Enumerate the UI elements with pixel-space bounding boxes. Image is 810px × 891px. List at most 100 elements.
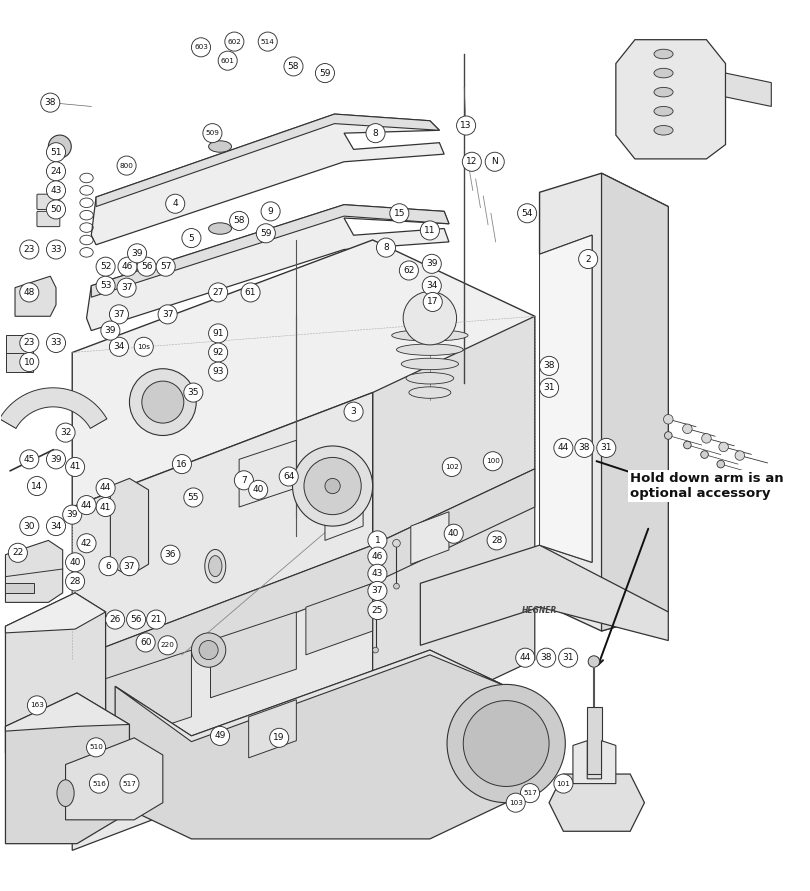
Circle shape xyxy=(717,461,725,468)
Circle shape xyxy=(368,601,387,619)
Text: 509: 509 xyxy=(206,130,220,136)
Circle shape xyxy=(701,434,711,443)
Circle shape xyxy=(261,202,280,221)
Polygon shape xyxy=(6,541,62,602)
Text: 46: 46 xyxy=(122,262,133,271)
Circle shape xyxy=(182,228,201,248)
Circle shape xyxy=(366,124,385,143)
Polygon shape xyxy=(573,740,616,783)
Polygon shape xyxy=(96,114,439,207)
Text: 32: 32 xyxy=(60,428,71,437)
Circle shape xyxy=(683,424,692,434)
Circle shape xyxy=(89,774,109,793)
Text: 54: 54 xyxy=(522,208,533,217)
Circle shape xyxy=(46,240,66,259)
Circle shape xyxy=(19,240,39,259)
Circle shape xyxy=(554,438,573,457)
Polygon shape xyxy=(6,593,105,753)
Text: 38: 38 xyxy=(540,653,552,662)
Text: 33: 33 xyxy=(50,245,62,254)
Polygon shape xyxy=(726,73,771,106)
Circle shape xyxy=(96,257,115,276)
Ellipse shape xyxy=(654,126,673,135)
Text: 44: 44 xyxy=(519,653,531,662)
Circle shape xyxy=(368,531,387,550)
Polygon shape xyxy=(549,774,645,831)
Circle shape xyxy=(393,539,400,547)
Text: 56: 56 xyxy=(141,262,152,271)
Circle shape xyxy=(130,369,196,436)
Text: 38: 38 xyxy=(578,444,590,453)
Text: 91: 91 xyxy=(212,329,224,338)
Text: 800: 800 xyxy=(120,162,134,168)
Polygon shape xyxy=(115,650,506,741)
Text: 39: 39 xyxy=(131,249,143,257)
FancyBboxPatch shape xyxy=(37,211,60,226)
Circle shape xyxy=(258,32,277,51)
Circle shape xyxy=(105,610,125,629)
Text: 23: 23 xyxy=(23,245,35,254)
Text: 31: 31 xyxy=(600,444,612,453)
Circle shape xyxy=(184,383,202,402)
Circle shape xyxy=(209,324,228,343)
Text: 56: 56 xyxy=(130,615,142,624)
Circle shape xyxy=(442,457,462,477)
Text: 50: 50 xyxy=(50,205,62,214)
Text: 23: 23 xyxy=(23,339,35,347)
Circle shape xyxy=(46,143,66,162)
Circle shape xyxy=(66,572,84,591)
Polygon shape xyxy=(6,593,105,633)
Ellipse shape xyxy=(209,556,222,576)
Text: 42: 42 xyxy=(81,539,92,548)
Ellipse shape xyxy=(209,141,232,152)
Circle shape xyxy=(578,249,598,268)
Circle shape xyxy=(344,402,363,421)
Text: 93: 93 xyxy=(212,367,224,376)
Text: 62: 62 xyxy=(403,266,415,275)
Circle shape xyxy=(19,333,39,353)
Circle shape xyxy=(325,478,340,494)
Circle shape xyxy=(137,257,156,276)
Circle shape xyxy=(279,467,298,486)
Text: 58: 58 xyxy=(233,217,245,225)
Polygon shape xyxy=(325,493,363,541)
Text: 7: 7 xyxy=(241,476,247,485)
Text: HEGNER: HEGNER xyxy=(522,606,557,615)
Circle shape xyxy=(368,564,387,584)
Circle shape xyxy=(588,656,599,667)
Text: 41: 41 xyxy=(100,503,111,511)
Text: 39: 39 xyxy=(426,259,437,268)
Text: 34: 34 xyxy=(113,342,125,351)
Text: 59: 59 xyxy=(260,229,271,238)
Circle shape xyxy=(49,135,71,158)
Text: 44: 44 xyxy=(100,484,111,493)
Circle shape xyxy=(304,457,361,515)
Text: 59: 59 xyxy=(319,69,330,78)
Text: 10s: 10s xyxy=(137,344,150,350)
Circle shape xyxy=(537,648,556,667)
Circle shape xyxy=(46,181,66,200)
Polygon shape xyxy=(66,738,163,820)
Circle shape xyxy=(390,204,409,223)
Text: 510: 510 xyxy=(89,744,103,750)
Text: 31: 31 xyxy=(544,383,555,392)
Ellipse shape xyxy=(654,49,673,59)
Polygon shape xyxy=(0,388,107,429)
Circle shape xyxy=(136,633,156,652)
Circle shape xyxy=(506,793,525,813)
Text: 220: 220 xyxy=(160,642,174,649)
Circle shape xyxy=(575,438,594,457)
Text: 10: 10 xyxy=(23,357,35,366)
Text: 13: 13 xyxy=(460,121,472,130)
Circle shape xyxy=(184,488,202,507)
Ellipse shape xyxy=(654,87,673,97)
Circle shape xyxy=(701,451,709,458)
Ellipse shape xyxy=(57,780,75,806)
Circle shape xyxy=(120,557,139,576)
Text: 163: 163 xyxy=(30,702,44,708)
Polygon shape xyxy=(105,650,191,746)
Circle shape xyxy=(518,204,537,223)
Polygon shape xyxy=(72,393,373,659)
Text: 40: 40 xyxy=(70,558,81,567)
Circle shape xyxy=(485,152,505,171)
